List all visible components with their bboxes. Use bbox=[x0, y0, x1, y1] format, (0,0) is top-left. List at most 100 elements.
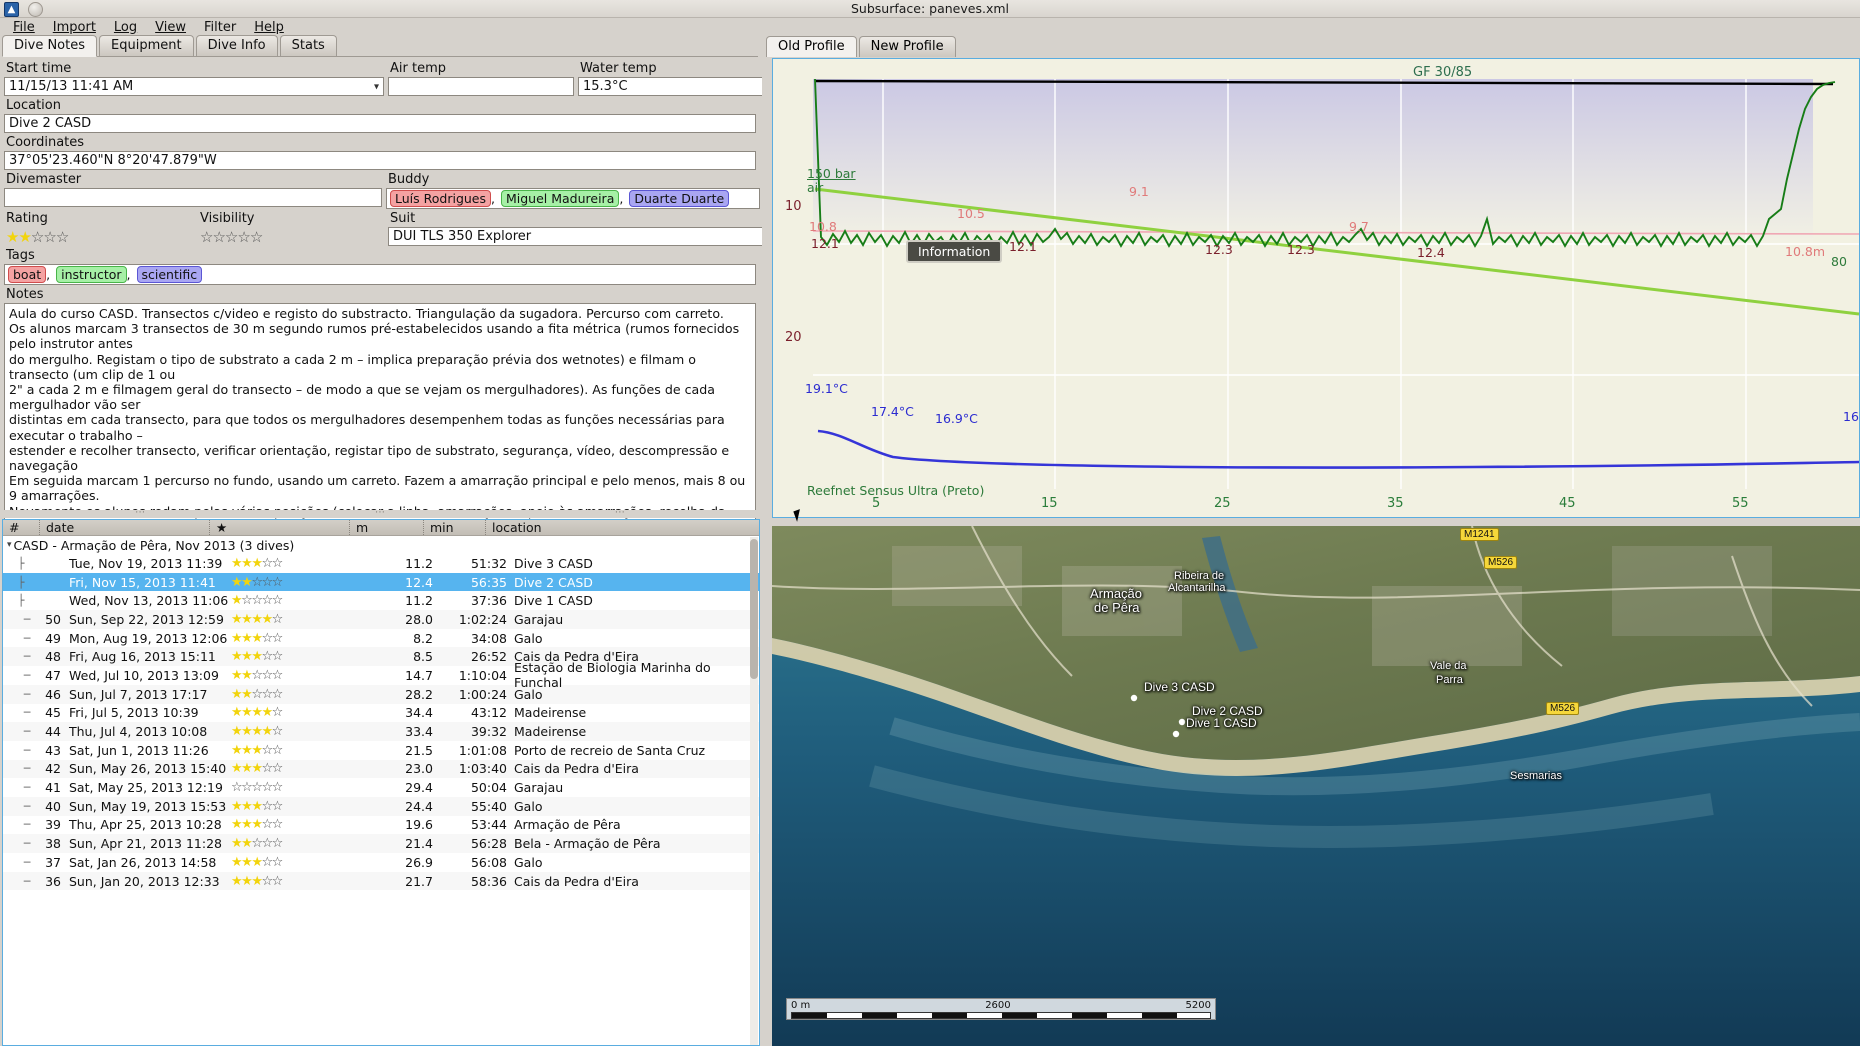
tab-old-profile[interactable]: Old Profile bbox=[766, 36, 857, 57]
tags-input[interactable]: boat, instructor, scientific bbox=[4, 264, 756, 285]
map-label-town-2: de Pêra bbox=[1094, 600, 1140, 615]
tab-dive-info[interactable]: Dive Info bbox=[195, 35, 278, 56]
tag-chip[interactable]: instructor bbox=[56, 266, 127, 283]
star-icon: ★ bbox=[231, 742, 243, 758]
chevron-down-icon[interactable]: ▾ bbox=[7, 540, 12, 550]
x-tick-45: 45 bbox=[1559, 496, 1576, 511]
suit-group: Suit DUI TLS 350 Explorer bbox=[388, 209, 764, 246]
table-row[interactable]: ─ 48 Fri, Aug 16, 2013 15:11 ★★★☆☆ 8.5 26:52… bbox=[3, 647, 759, 667]
column-header-rating[interactable]: ★ bbox=[209, 520, 349, 535]
scrollbar-thumb[interactable] bbox=[750, 539, 758, 679]
buddy-chip[interactable]: Duarte Duarte bbox=[629, 190, 730, 207]
star-icon: ★ bbox=[241, 686, 253, 702]
map-scale-bar: 0 m 2600 5200 bbox=[786, 998, 1216, 1020]
column-header-depth[interactable]: m bbox=[349, 520, 423, 535]
table-row[interactable]: ─ 37 Sat, Jan 26, 2013 14:58 ★★★☆☆ 26.9 56:0… bbox=[3, 853, 759, 872]
star-icon[interactable]: ☆ bbox=[55, 227, 69, 246]
star-icon: ★ bbox=[231, 705, 243, 721]
dive-list-scrollbar[interactable] bbox=[750, 537, 758, 1045]
menu-filter[interactable]: Filter bbox=[195, 19, 245, 36]
dive-profile-chart[interactable]: GF 30/85 150 bar air 80 10 20 10.8 12.1 … bbox=[772, 58, 1860, 518]
roads bbox=[772, 526, 1860, 707]
cell-date: Thu, Jul 4, 2013 10:08 bbox=[69, 724, 208, 740]
star-icon[interactable]: ☆ bbox=[224, 227, 238, 246]
dive-list[interactable]: # date ★ m min location ▾ CASD - Armação… bbox=[2, 519, 760, 1046]
table-row[interactable]: ─ 40 Sun, May 19, 2013 15:53 ★★★☆☆ 24.4 55:4… bbox=[3, 796, 759, 816]
cell-date: Sun, Apr 21, 2013 11:28 bbox=[69, 836, 222, 852]
table-row[interactable]: ─ 36 Sun, Jan 20, 2013 12:33 ★★★☆☆ 21.7 58:3… bbox=[3, 871, 759, 891]
rating-stars[interactable]: ★ ★ ☆ ☆ ☆ bbox=[4, 227, 194, 246]
table-row[interactable]: ─ 45 Fri, Jul 5, 2013 10:39 ★★★★☆ 34.4 43:12… bbox=[3, 704, 759, 723]
dive-trip-group-row[interactable]: ▾ CASD - Armação de Pêra, Nov 2013 (3 di… bbox=[3, 536, 759, 554]
table-row[interactable]: ─ 41 Sat, May 25, 2013 12:19 ☆☆☆☆☆ 29.4 50:0… bbox=[3, 778, 759, 797]
table-row[interactable]: ─ 44 Thu, Jul 4, 2013 10:08 ★★★★☆ 33.4 39:32… bbox=[3, 722, 759, 741]
cell-duration: 1:10:04 bbox=[458, 667, 507, 683]
star-icon[interactable]: ☆ bbox=[30, 227, 44, 246]
star-icon: ☆ bbox=[251, 667, 263, 683]
star-icon[interactable]: ★ bbox=[6, 227, 19, 246]
divemaster-input[interactable] bbox=[4, 188, 382, 207]
star-icon[interactable]: ☆ bbox=[212, 227, 225, 246]
coordinates-input[interactable]: 37°05'23.460"N 8°20'47.879"W bbox=[4, 151, 756, 170]
menu-import[interactable]: Import bbox=[44, 19, 105, 36]
tags-label: Tags bbox=[6, 248, 35, 263]
tab-equipment[interactable]: Equipment bbox=[99, 35, 194, 56]
buddy-chip[interactable]: Luís Rodrigues bbox=[390, 190, 492, 207]
cell-rating: ★★★☆☆ bbox=[231, 797, 371, 816]
table-row[interactable]: ─ 43 Sat, Jun 1, 2013 11:26 ★★★☆☆ 21.5 1:01:… bbox=[3, 741, 759, 760]
menu-view[interactable]: View bbox=[146, 19, 195, 36]
table-row[interactable]: ─ 42 Sun, May 26, 2013 15:40 ★★★☆☆ 23.0 1:03… bbox=[3, 759, 759, 779]
cell-number: 42 bbox=[45, 761, 61, 777]
menu-file[interactable]: File bbox=[4, 19, 44, 36]
scale-mid: 2600 bbox=[985, 1000, 1011, 1011]
start-time-input[interactable]: 11/15/13 11:41 AM ▾ bbox=[4, 77, 384, 96]
menu-view-label: View bbox=[155, 19, 187, 35]
buddy-chip[interactable]: Miguel Madureira bbox=[500, 190, 620, 207]
beach bbox=[772, 638, 1860, 776]
notes-textarea[interactable]: Aula do curso CASD. Transectos c/video e… bbox=[4, 303, 756, 525]
location-input[interactable]: Dive 2 CASD bbox=[4, 114, 756, 133]
tag-chip[interactable]: scientific bbox=[136, 266, 203, 283]
air-temp-input[interactable] bbox=[388, 77, 574, 96]
table-row[interactable]: ─ 38 Sun, Apr 21, 2013 11:28 ★★☆☆☆ 21.4 56:2… bbox=[3, 834, 759, 853]
star-icon: ★ bbox=[231, 667, 243, 683]
star-icon[interactable]: ★ bbox=[18, 227, 31, 246]
cell-date: Sat, May 25, 2013 12:19 bbox=[69, 780, 223, 796]
table-row[interactable]: ├ Fri, Nov 15, 2013 11:41 ★★☆☆☆ 12.4 56:35 Di… bbox=[3, 572, 759, 592]
table-row[interactable]: ─ 47 Wed, Jul 10, 2013 13:09 ★★☆☆☆ 14.7 1:10… bbox=[3, 660, 759, 690]
menu-help[interactable]: Help bbox=[245, 19, 293, 36]
cell-duration: 50:04 bbox=[470, 780, 507, 796]
star-icon[interactable]: ☆ bbox=[237, 227, 250, 246]
star-icon[interactable]: ☆ bbox=[249, 227, 263, 246]
buddy-input[interactable]: Luís Rodrigues, Miguel Madureira, Duarte… bbox=[386, 188, 760, 209]
tab-new-profile[interactable]: New Profile bbox=[858, 36, 956, 57]
profile-svg bbox=[773, 59, 1859, 517]
divemaster-group: Divemaster bbox=[4, 170, 382, 209]
star-icon[interactable]: ☆ bbox=[200, 227, 213, 246]
table-row[interactable]: ─ 49 Mon, Aug 19, 2013 12:06 ★★★☆☆ 8.2 34:08… bbox=[3, 629, 759, 648]
horizontal-splitter[interactable]: ⋯ ⋯ ⋯ bbox=[0, 508, 762, 518]
star-icon[interactable]: ☆ bbox=[43, 227, 56, 246]
tab-stats[interactable]: Stats bbox=[279, 35, 337, 56]
water-temp-input[interactable]: 15.3°C bbox=[578, 77, 764, 96]
visibility-stars[interactable]: ☆ ☆ ☆ ☆ ☆ bbox=[198, 227, 384, 246]
column-header-location[interactable]: location bbox=[485, 520, 759, 535]
column-header-number[interactable]: # bbox=[9, 520, 20, 535]
suit-input[interactable]: DUI TLS 350 Explorer bbox=[388, 227, 764, 246]
table-row[interactable]: ─ 46 Sun, Jul 7, 2013 17:17 ★★☆☆☆ 28.2 1:00:… bbox=[3, 684, 759, 704]
tab-dive-notes[interactable]: Dive Notes bbox=[2, 35, 97, 57]
tag-chip[interactable]: boat bbox=[8, 266, 47, 283]
table-row[interactable]: ├ Wed, Nov 13, 2013 11:06 ★☆☆☆☆ 11.2 37:36 Di… bbox=[3, 591, 759, 610]
table-row[interactable]: ├ Tue, Nov 19, 2013 11:39 ★★★☆☆ 11.2 51:32 Di… bbox=[3, 554, 759, 573]
column-header-duration[interactable]: min bbox=[423, 520, 485, 535]
cell-location: Dive 1 CASD bbox=[514, 593, 593, 609]
table-row[interactable]: ─ 50 Sun, Sep 22, 2013 12:59 ★★★★☆ 28.0 1:02… bbox=[3, 610, 759, 629]
menu-log[interactable]: Log bbox=[105, 19, 146, 36]
chip-separator: , bbox=[126, 267, 135, 282]
column-header-date[interactable]: date bbox=[39, 520, 209, 535]
cell-rating: ★★☆☆☆ bbox=[231, 666, 371, 685]
cell-location: Galo bbox=[514, 630, 543, 646]
dive-site-map[interactable]: Armação de Pêra Ribeira de Alcantarilha … bbox=[772, 526, 1860, 1046]
star-icon: ★ bbox=[261, 705, 273, 721]
table-row[interactable]: ─ 39 Thu, Apr 25, 2013 10:28 ★★★☆☆ 19.6 53:4… bbox=[3, 816, 759, 835]
